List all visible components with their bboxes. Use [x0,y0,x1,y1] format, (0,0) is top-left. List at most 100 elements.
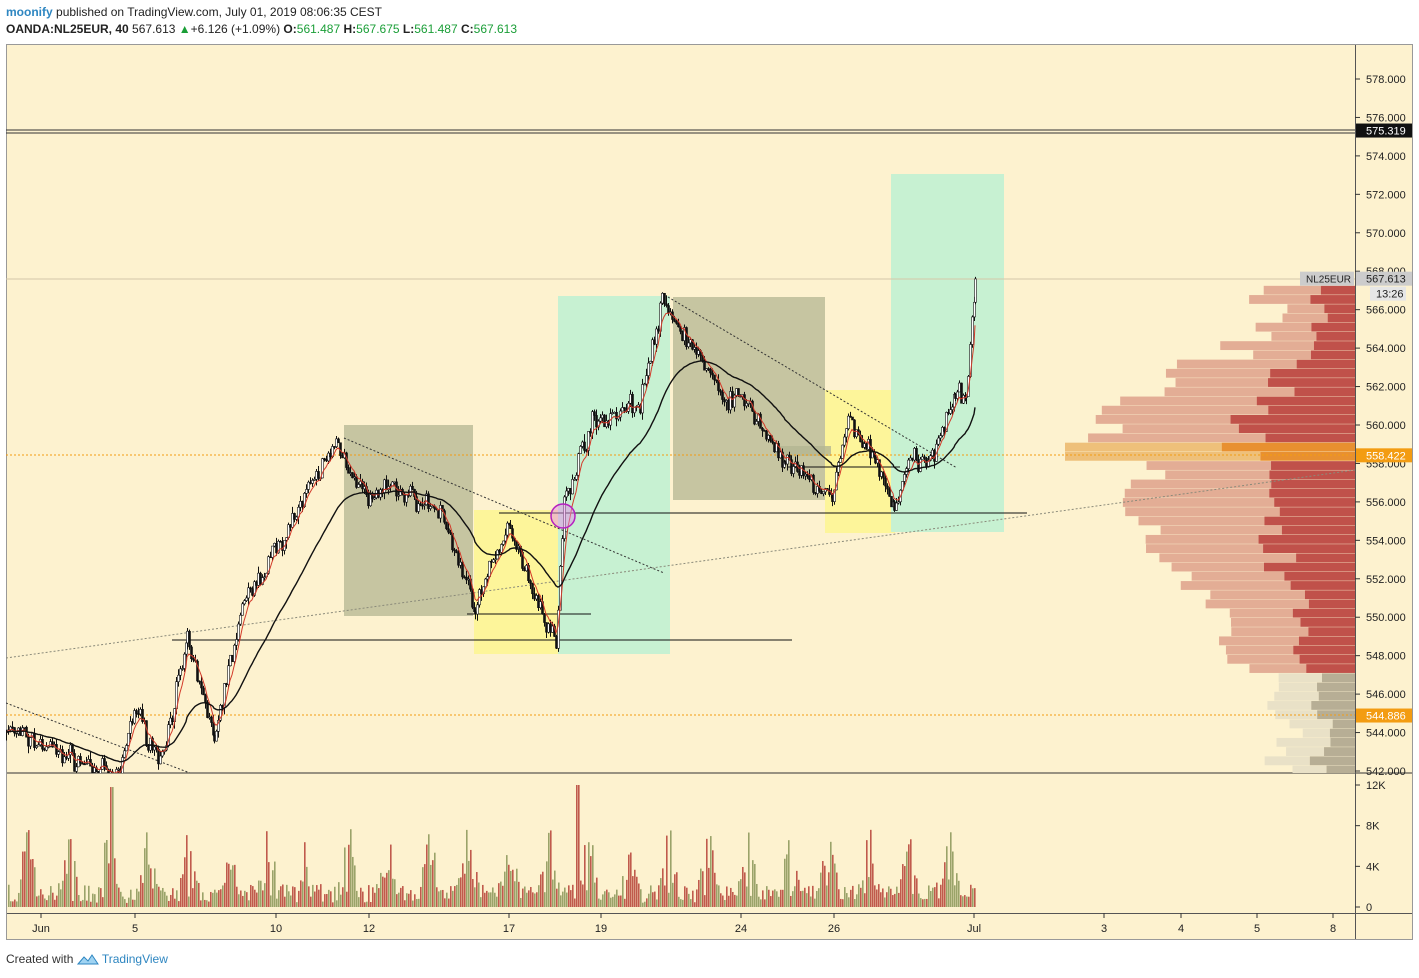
volume-bar [756,883,758,907]
volume-bar [164,891,166,907]
volume-bar [424,864,426,907]
volume-bar [452,890,454,907]
volume-profile-row [1180,581,1355,590]
candle [351,472,354,479]
volume-bar [616,889,618,907]
candle [502,540,505,547]
volume-bar [632,876,634,907]
volume-bar [592,845,594,907]
candle [907,458,910,473]
candle [121,754,124,773]
volume-bar [134,899,136,907]
author-link[interactable]: moonify [6,5,53,19]
candle [127,732,130,747]
volume-bar [328,889,330,907]
volume-bar [882,888,884,907]
volume-pane-background [6,773,1355,913]
candle [869,434,872,466]
candle [188,629,191,650]
candle [417,500,420,514]
volume-bar [84,885,86,907]
volume-bar [352,856,354,907]
volume-bar [762,890,764,907]
volume-bar [104,842,106,907]
tradingview-brand[interactable]: TradingView [101,952,168,966]
volume-bar [820,872,822,907]
created-with-text: Created with [6,952,74,966]
volume-bar [790,895,792,907]
volume-profile-row [1219,636,1355,646]
volume-bar [908,844,910,907]
volume-profile-row [1095,415,1355,424]
volume-profile-row [1160,525,1355,535]
candle [792,463,795,478]
volume-bar [198,882,200,907]
candle [427,491,430,513]
volume-bar [294,887,296,907]
volume-bar [76,876,78,907]
volume-bar [142,882,144,907]
volume-bar [646,898,648,907]
volume-bar [758,896,760,907]
volume-bar [378,888,380,907]
volume-bar [860,887,862,907]
volume-bar [272,870,274,907]
volume-bar [536,892,538,907]
x-tick-label: 26 [828,923,840,935]
volume-bar [500,881,502,907]
volume-bar [644,901,646,907]
candle [239,612,242,626]
candle [847,413,850,431]
candle [453,547,456,557]
volume-bar [906,851,908,907]
candle [511,525,514,542]
volume-bar [524,886,526,907]
volume-bar [838,889,840,907]
open-label: O: [283,22,297,36]
candle [135,708,138,718]
y-tick-label: 562.000 [1366,382,1406,394]
volume-bar [128,897,130,907]
candle [839,455,842,463]
candle [219,703,222,723]
volume-bar [660,878,662,907]
candle [45,742,48,752]
chart-frame [6,44,1413,940]
volume-bar [580,880,582,907]
volume-bar [170,894,172,907]
candle [745,399,748,409]
volume-bar [830,841,832,907]
svg-text:558.422: 558.422 [1366,450,1406,462]
volume-bar [642,902,644,907]
volume-bar [28,830,30,907]
candle [561,535,564,567]
candle [75,762,78,773]
price-label: 544.886 [1356,708,1412,723]
volume-bar [840,898,842,907]
volume-bar [370,902,372,907]
volume-bar [20,879,22,907]
volume-bar [432,860,434,907]
volume-bar [180,877,182,907]
zone-green-2 [891,174,1004,532]
candle [960,382,963,404]
candle [271,545,274,561]
volume-profile-row [1229,608,1355,618]
volume-profile-row [1287,304,1355,314]
volume-bar [804,887,806,907]
volume-bar [330,891,332,907]
volume-bar [304,842,306,907]
candle [29,737,32,750]
volume-bar [468,860,470,907]
change-arrow-icon: ▲ [178,22,191,36]
volume-bar [278,890,280,907]
volume-bar [938,898,940,907]
volume-bar [846,893,848,907]
volume-bar [386,872,388,907]
volume-bar [228,863,230,907]
volume-bar [154,868,156,907]
volume-bar [98,887,100,907]
volume-bar [766,886,768,907]
volume-series [8,785,976,907]
